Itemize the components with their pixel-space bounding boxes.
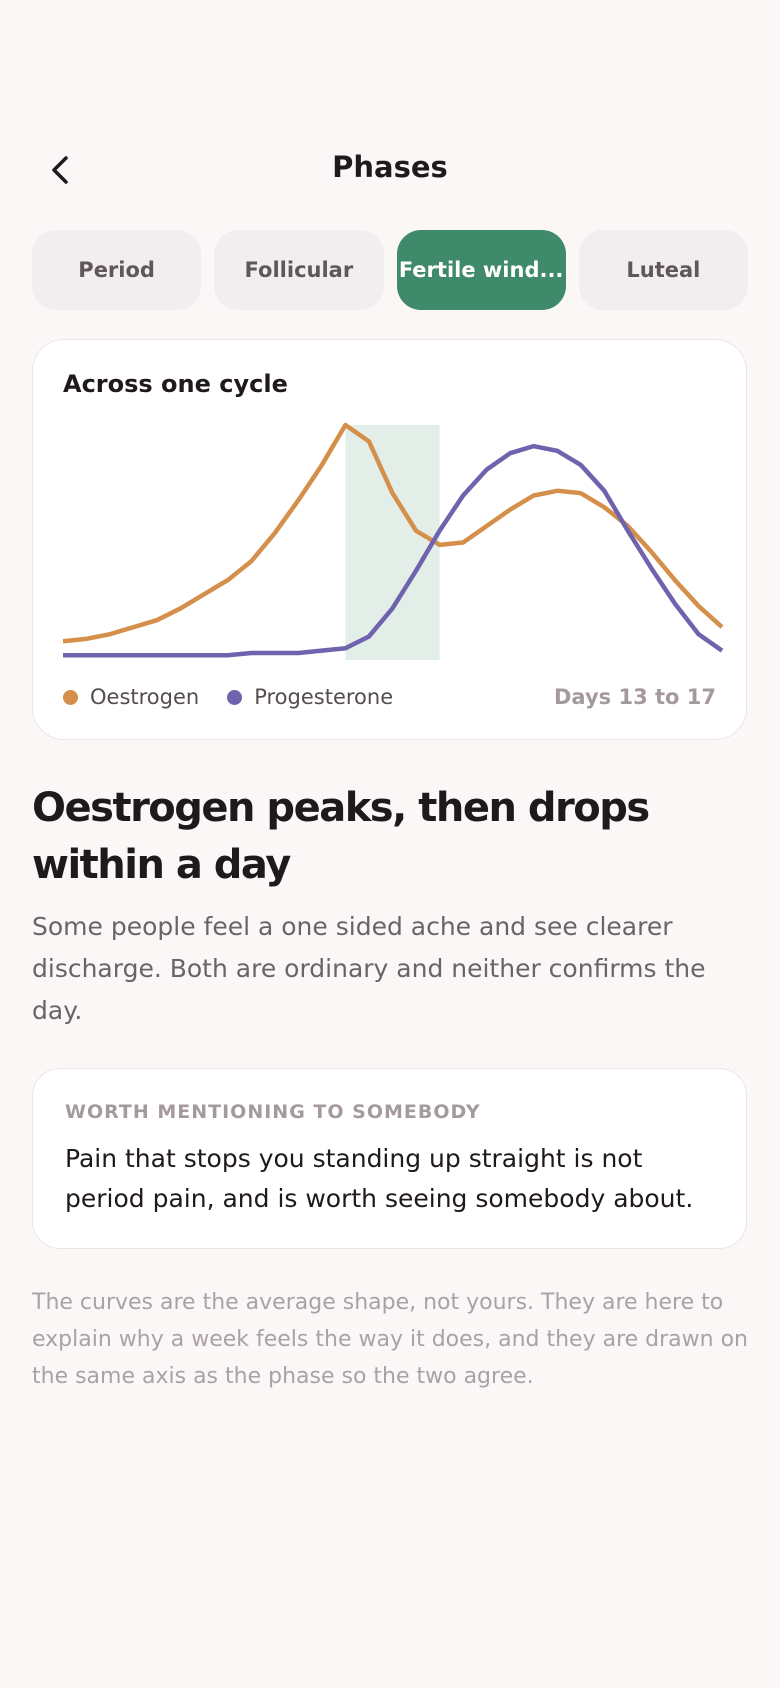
tab[interactable]: Luteal bbox=[578, 230, 748, 310]
highlight-band bbox=[345, 425, 440, 660]
heading: Oestrogen peaks, then drops within a day bbox=[32, 785, 650, 888]
legend-item: Oestrogen bbox=[63, 685, 199, 709]
chart bbox=[62, 422, 724, 660]
page-title: Phases bbox=[332, 150, 448, 184]
legend-swatch bbox=[227, 689, 243, 705]
legend-label: Progesterone bbox=[254, 685, 394, 709]
body-text: Some people feel a one sided ache and se… bbox=[32, 912, 706, 1025]
back-button[interactable] bbox=[44, 152, 80, 188]
legend-swatch bbox=[63, 689, 78, 705]
legend-label: Oestrogen bbox=[90, 685, 200, 709]
chart-title: Across one cycle bbox=[63, 370, 288, 398]
legend: Oestrogen Progesterone bbox=[63, 685, 393, 709]
series-line bbox=[63, 443, 724, 658]
footer-text: The curves are the average shape, not yo… bbox=[32, 1290, 748, 1389]
band-label: Days 13 to 17 bbox=[554, 685, 716, 709]
note-card: WORTH MENTIONING TO SOMEBODY Pain that s… bbox=[32, 1068, 747, 1249]
tab[interactable]: Fertile wind... bbox=[396, 230, 566, 310]
note-text: Pain that stops you standing up straight… bbox=[65, 1144, 694, 1213]
series-line bbox=[62, 422, 724, 644]
note-label: WORTH MENTIONING TO SOMEBODY bbox=[65, 1101, 481, 1123]
tab-bar: Period Follicular Fertile wind... Luteal bbox=[32, 230, 748, 310]
legend-item: Progesterone bbox=[227, 685, 393, 709]
tab[interactable]: Period bbox=[32, 230, 202, 310]
chart-card: Across one cycle Oestrogen Progesterone D… bbox=[32, 339, 747, 740]
tab[interactable]: Follicular bbox=[214, 230, 384, 310]
